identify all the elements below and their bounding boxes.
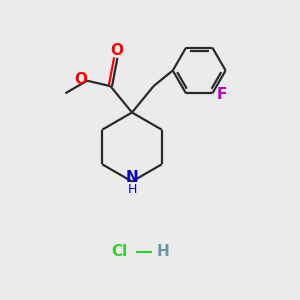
Text: Cl: Cl (111, 244, 128, 260)
Text: H: H (127, 183, 137, 196)
Text: F: F (216, 87, 226, 102)
Text: O: O (74, 72, 87, 87)
Text: H: H (156, 244, 169, 260)
Text: O: O (110, 44, 123, 59)
Text: N: N (126, 170, 138, 185)
